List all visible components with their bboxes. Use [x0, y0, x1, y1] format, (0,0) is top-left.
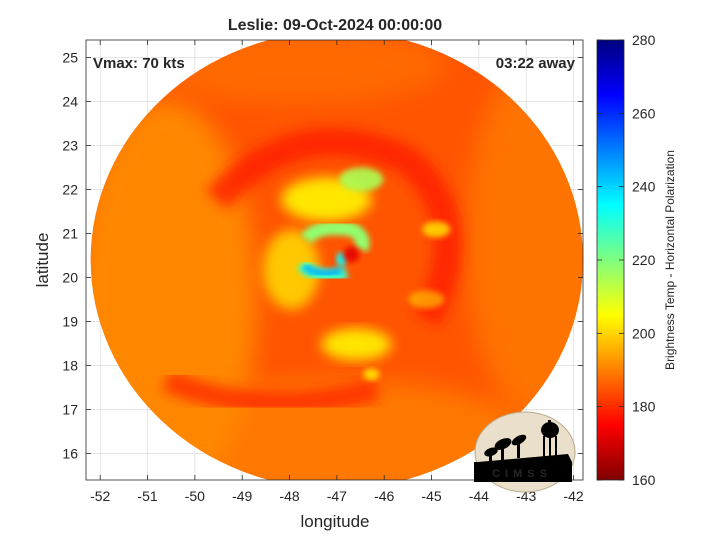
y-tick-label: 19	[62, 314, 78, 330]
x-tick-label: -46	[374, 488, 394, 504]
x-tick-label: -50	[185, 488, 205, 504]
axes-frame	[85, 39, 584, 481]
y-tick-label: 20	[62, 270, 78, 286]
y-tick-label: 18	[62, 358, 78, 374]
y-tick-label: 17	[62, 402, 78, 418]
x-axis-ticks: -52 -51 -50 -49 -48 -47 -46 -45 -44 -43 -42	[90, 40, 584, 504]
y-tick-label: 21	[62, 226, 78, 242]
colorbar-tick-label: 160	[632, 472, 656, 488]
y-tick-label: 23	[62, 138, 78, 154]
x-tick-label: -52	[90, 488, 110, 504]
colorbar-ticks: 160 180 200 220 240 260 280	[597, 32, 656, 488]
colorbar-tick-label: 260	[632, 105, 656, 121]
x-tick-label: -44	[469, 488, 489, 504]
x-axis-label: longitude	[300, 512, 369, 531]
colorbar: 160 180 200 220 240 260 280 Brightness Temp - …	[596, 32, 677, 488]
cimss-logo: CIMSS	[474, 411, 576, 493]
chart-title: Leslie: 09-Oct-2024 00:00:00	[228, 17, 442, 34]
colorbar-label: Brightness Temp - Horizontal Polarizatio…	[663, 150, 677, 370]
y-tick-label: 16	[62, 446, 78, 462]
colorbar-tick-label: 220	[632, 252, 656, 268]
y-tick-label: 25	[62, 50, 78, 66]
x-tick-label: -49	[232, 488, 252, 504]
y-axis-label: latitude	[33, 233, 52, 288]
colorbar-tick-label: 280	[632, 32, 656, 48]
colorbar-tick-label: 240	[632, 179, 656, 195]
x-tick-label: -47	[327, 488, 347, 504]
x-tick-label: -51	[137, 488, 157, 504]
x-tick-label: -48	[279, 488, 299, 504]
time-away-annotation: 03:22 away	[496, 55, 576, 72]
y-tick-label: 22	[62, 182, 78, 198]
x-tick-label: -45	[421, 488, 441, 504]
y-axis-ticks: 16 17 18 19 20 21 22 23 24 25	[62, 50, 583, 462]
y-tick-label: 24	[62, 94, 78, 110]
colorbar-tick-label: 180	[632, 399, 656, 415]
colorbar-tick-label: 200	[632, 325, 656, 341]
cimss-logo-silhouette	[474, 420, 572, 482]
cimss-logo-text: CIMSS	[492, 468, 552, 480]
x-tick-label: -42	[563, 488, 583, 504]
vmax-annotation: Vmax: 70 kts	[93, 55, 185, 72]
